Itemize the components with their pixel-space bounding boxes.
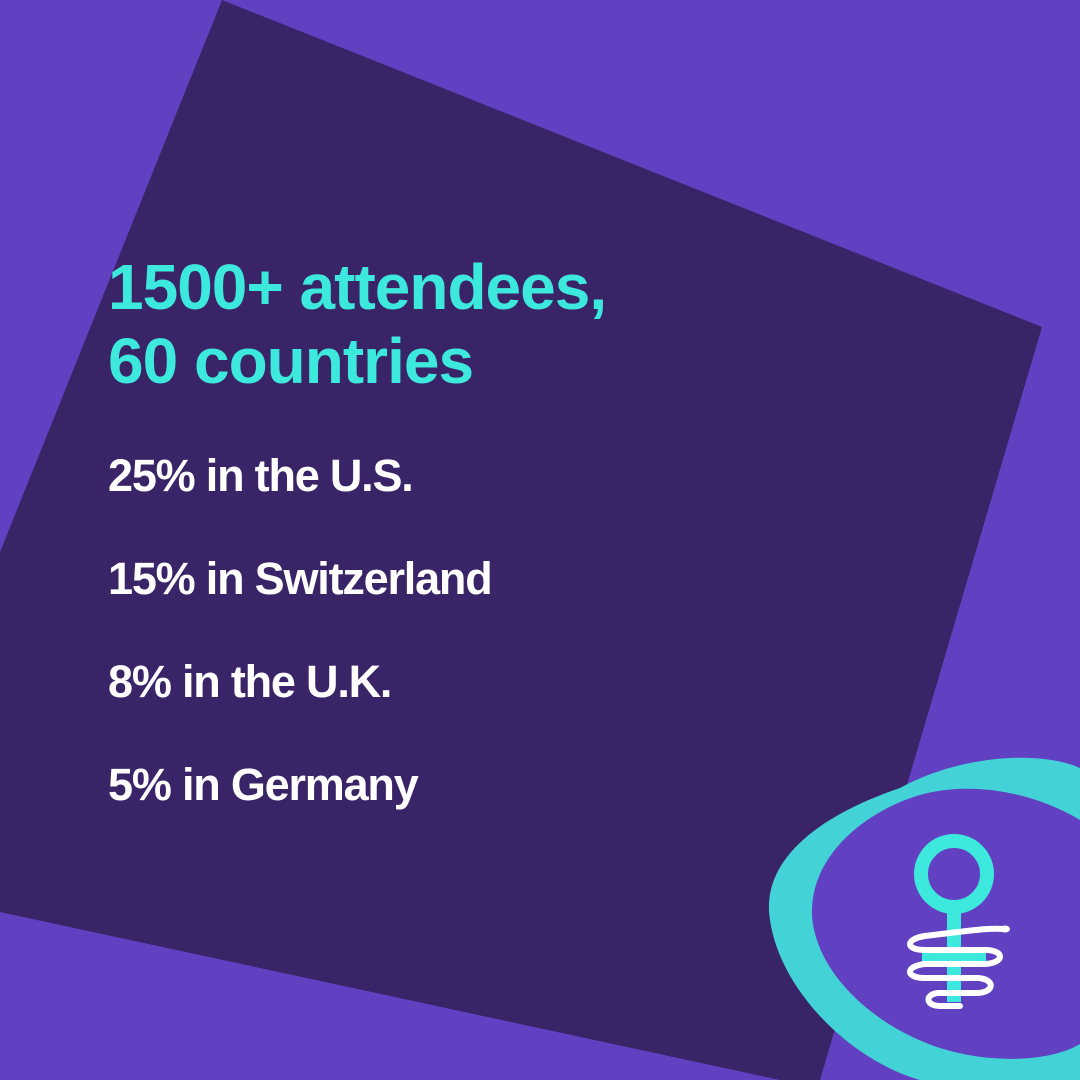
headline: 1500+ attendees, 60 countries: [108, 250, 607, 398]
stat-us: 25% in the U.S.: [108, 450, 414, 501]
dark-panel: [0, 0, 1042, 1080]
stats-list: 25% in the U.S. 15% in Switzerland 8% in…: [108, 446, 493, 858]
venus-symbol-snake-icon: [907, 834, 1010, 1009]
stat-switzerland: 15% in Switzerland: [108, 553, 493, 604]
headline-line-1: 1500+ attendees,: [108, 251, 607, 323]
stat-germany: 5% in Germany: [108, 759, 419, 810]
headline-line-2: 60 countries: [108, 325, 474, 397]
logo-blob-inner: [811, 788, 1080, 1059]
stat-uk: 8% in the U.K.: [108, 656, 392, 707]
